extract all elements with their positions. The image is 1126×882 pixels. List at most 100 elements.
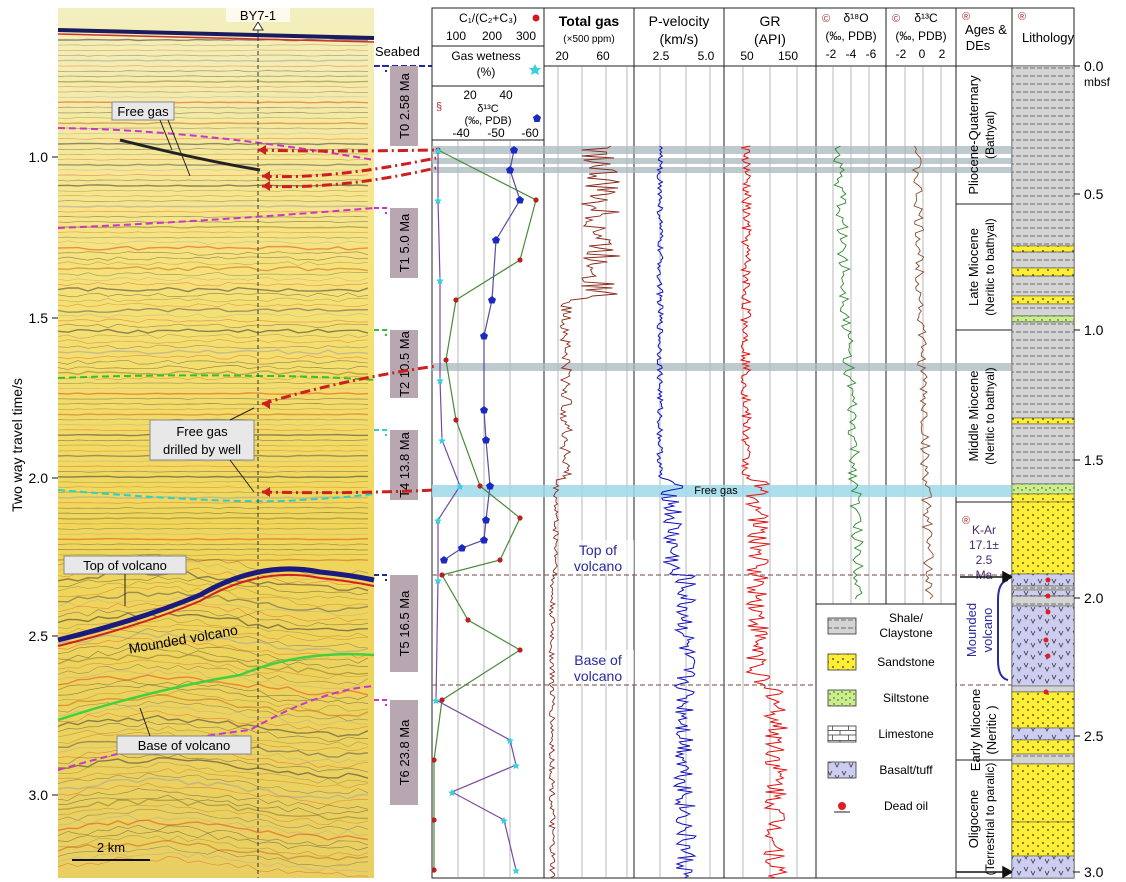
- seismic-reflector-line: [57, 617, 369, 638]
- seismic-reflector-line: [57, 585, 369, 608]
- seismic-reflector-line: [57, 344, 369, 350]
- horizon-box: [390, 66, 418, 146]
- horizon-box: [390, 430, 418, 500]
- y-tick-label: 1.5: [29, 310, 49, 326]
- seismic-reflector-line: [57, 710, 369, 731]
- d13c2-unit: (‰, PDB): [895, 29, 946, 43]
- horizon-label: T5 16.5 Ma: [397, 590, 412, 657]
- seismic-reflector-line: [57, 597, 369, 617]
- drilled-pointer-1: [229, 407, 255, 421]
- d13c2-title: δ¹³C: [914, 11, 938, 25]
- kar-arrow: [960, 570, 1014, 584]
- dead-oil-marker: [1045, 609, 1051, 615]
- seismic-reflector-line: [57, 632, 369, 653]
- ratio-point: [517, 257, 523, 263]
- seismic-reflector-line: [57, 85, 369, 88]
- seismic-reflector-line: [57, 153, 369, 156]
- wetness-point: [434, 577, 442, 585]
- wetness-label-2: (%): [477, 65, 496, 79]
- seismic-reflector-line: [57, 628, 369, 649]
- seismic-reflector-line: [57, 413, 369, 416]
- d13c-point: [458, 544, 466, 552]
- horizon-box: [390, 700, 418, 805]
- seismic-reflector-line: [57, 642, 369, 664]
- horizon-t0-line: [57, 127, 375, 161]
- horizon-box: [390, 575, 418, 672]
- log-curves: [431, 145, 934, 879]
- horizon-t4-line: [57, 489, 375, 503]
- d18o-title: δ¹⁸O: [843, 11, 868, 25]
- y-tick-label: 1.0: [29, 149, 49, 165]
- ratio-point: [431, 757, 437, 763]
- svg-text:Top of: Top of: [579, 542, 617, 558]
- horizon-bracket: [374, 699, 387, 706]
- legend-label: Siltstone: [883, 691, 929, 705]
- seismic-reflector-line: [57, 501, 369, 504]
- seismic-reflector-line: [57, 835, 369, 857]
- pvel-tick-2: 5.0: [698, 49, 715, 63]
- wetness-point: [456, 483, 464, 491]
- lithology-layer: [1011, 763, 1075, 823]
- seismic-reflector-line: [57, 251, 369, 256]
- legend-label: Sandstone: [877, 655, 935, 669]
- d13c2-tick-1: -2: [896, 47, 907, 61]
- seismic-reflector-line: [57, 481, 369, 483]
- ratio-point: [465, 617, 471, 623]
- legend: Shale/Claystone Sandstone Siltstone Limesto…: [815, 603, 957, 879]
- seismic-reflector-line: [57, 517, 368, 520]
- seismic-reflector-line: [57, 798, 369, 821]
- seismic-reflector-line: [57, 392, 369, 395]
- ratio-point: [453, 297, 459, 303]
- well-label-bg: [226, 8, 290, 22]
- seismic-section: BY7-1 Two way travel time/s 1.0 1.5 2.0 2.5…: [9, 8, 375, 878]
- lithology-layer: [1011, 303, 1075, 317]
- wetness-line: [435, 150, 517, 871]
- legend-label: Limestone: [878, 727, 934, 741]
- horizon-label: T0 2.58 Ma: [397, 72, 412, 139]
- base-volcano-marker: Base of volcano: [562, 650, 634, 684]
- horizon-bracket: [374, 429, 387, 436]
- seismic-reflector-line: [57, 231, 369, 234]
- mounded-label: Mounded: [964, 603, 979, 657]
- seismic-reflector-line: [57, 334, 369, 339]
- ratio-line: [433, 149, 537, 870]
- seismic-reflector-line: [57, 809, 369, 831]
- seismic-reflector-line: [57, 225, 369, 229]
- seismic-reflector-line: [57, 297, 369, 303]
- epoch-name: Pliocene-Quaternary: [966, 75, 981, 195]
- seismic-reflector-line: [57, 148, 369, 151]
- legend-label: Dead oil: [884, 799, 928, 813]
- seismic-reflector-line: [57, 375, 369, 381]
- seismic-reflector-line: [57, 694, 369, 717]
- seismic-reflector-line: [58, 403, 369, 405]
- pvel-title: P-velocity: [649, 13, 710, 29]
- seismic-reflector-line: [57, 522, 369, 525]
- seismic-reflector-line: [57, 132, 369, 135]
- lithology-layer: [1011, 585, 1075, 591]
- seismic-reflector-line: [57, 819, 369, 841]
- seismic-reflector-line: [57, 307, 369, 313]
- seismic-reflector-line: [57, 286, 369, 293]
- kar-1-text: 17.1±: [969, 538, 999, 552]
- d13c-point: [516, 196, 524, 204]
- kar-1-text: 2.5: [976, 553, 993, 567]
- totalgas-curve: [547, 145, 620, 879]
- seismic-reflector-line: [57, 537, 369, 541]
- seismic-reflector-line: [58, 470, 369, 473]
- seismic-reflector-line: [57, 768, 369, 789]
- ratio-point: [517, 647, 523, 653]
- horizon-t1-line: [57, 207, 375, 229]
- seismic-reflector-line: [57, 195, 369, 197]
- lithology-layer: [1011, 483, 1075, 495]
- horizon-bracket: [374, 574, 387, 581]
- d13c-tick-3: -60: [521, 126, 539, 140]
- svg-text:Base of volcano: Base of volcano: [138, 738, 231, 753]
- d13c-tick-2: -50: [487, 126, 505, 140]
- lithology-layer: [1011, 821, 1075, 857]
- seismic-reflector-line: [57, 855, 369, 877]
- ages-title-1: Ages &: [965, 22, 1007, 37]
- y-tick-label: 2.0: [29, 470, 49, 486]
- legend-swatch-basalt: [827, 761, 857, 779]
- seismic-reflector-line: [57, 606, 369, 627]
- tie-arrows: [257, 145, 437, 497]
